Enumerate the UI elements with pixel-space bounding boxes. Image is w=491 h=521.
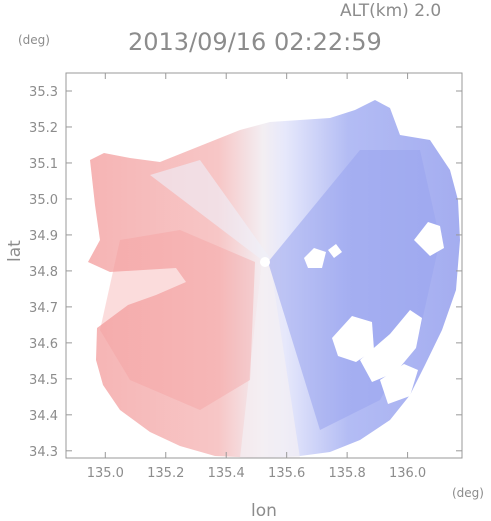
doppler-field — [88, 100, 460, 458]
y-tick-label: 35.3 — [29, 85, 58, 100]
x-unit-label: (deg) — [452, 486, 484, 500]
neutral-band-north — [150, 160, 270, 260]
y-tick-label: 34.3 — [29, 445, 58, 460]
echo-gap — [304, 248, 326, 268]
x-tick-label: 135.4 — [208, 466, 245, 481]
x-axis-label: lon — [251, 501, 277, 521]
echo-gap — [360, 310, 422, 382]
y-ticks: 34.3 34.4 34.5 34.6 34.7 34.8 34.9 35.0 35.1 35.2… — [29, 85, 462, 460]
y-tick-label: 34.4 — [29, 409, 58, 424]
echo-gap — [328, 244, 342, 258]
plot-frame — [65, 72, 463, 459]
x-tick-label: 135.2 — [147, 466, 184, 481]
y-tick-label: 34.8 — [29, 265, 58, 280]
y-tick-label: 34.5 — [29, 373, 58, 388]
altitude-label: ALT(km) 2.0 — [340, 1, 441, 21]
y-tick-label: 35.1 — [29, 157, 58, 172]
y-unit-label: (deg) — [18, 33, 50, 47]
x-tick-label: 135.0 — [87, 466, 124, 481]
chart-title: 2013/09/16 02:22:59 — [128, 28, 382, 56]
x-tick-label: 136.0 — [389, 466, 426, 481]
y-tick-label: 35.2 — [29, 121, 58, 136]
x-ticks: 135.0 135.2 135.4 135.6 135.8 136.0 — [87, 73, 426, 481]
y-axis-label: lat — [5, 240, 25, 262]
neutral-band — [240, 260, 300, 458]
x-tick-label: 135.6 — [268, 466, 305, 481]
y-tick-label: 34.7 — [29, 301, 58, 316]
y-tick-label: 34.9 — [29, 229, 58, 244]
echo-gap — [380, 364, 418, 404]
x-tick-label: 135.8 — [329, 466, 366, 481]
y-tick-label: 34.6 — [29, 337, 58, 352]
approaching-core — [100, 230, 255, 410]
echo-gap — [414, 222, 444, 256]
echo-gap — [332, 316, 374, 362]
radar-site — [260, 257, 270, 267]
y-tick-label: 35.0 — [29, 193, 58, 208]
